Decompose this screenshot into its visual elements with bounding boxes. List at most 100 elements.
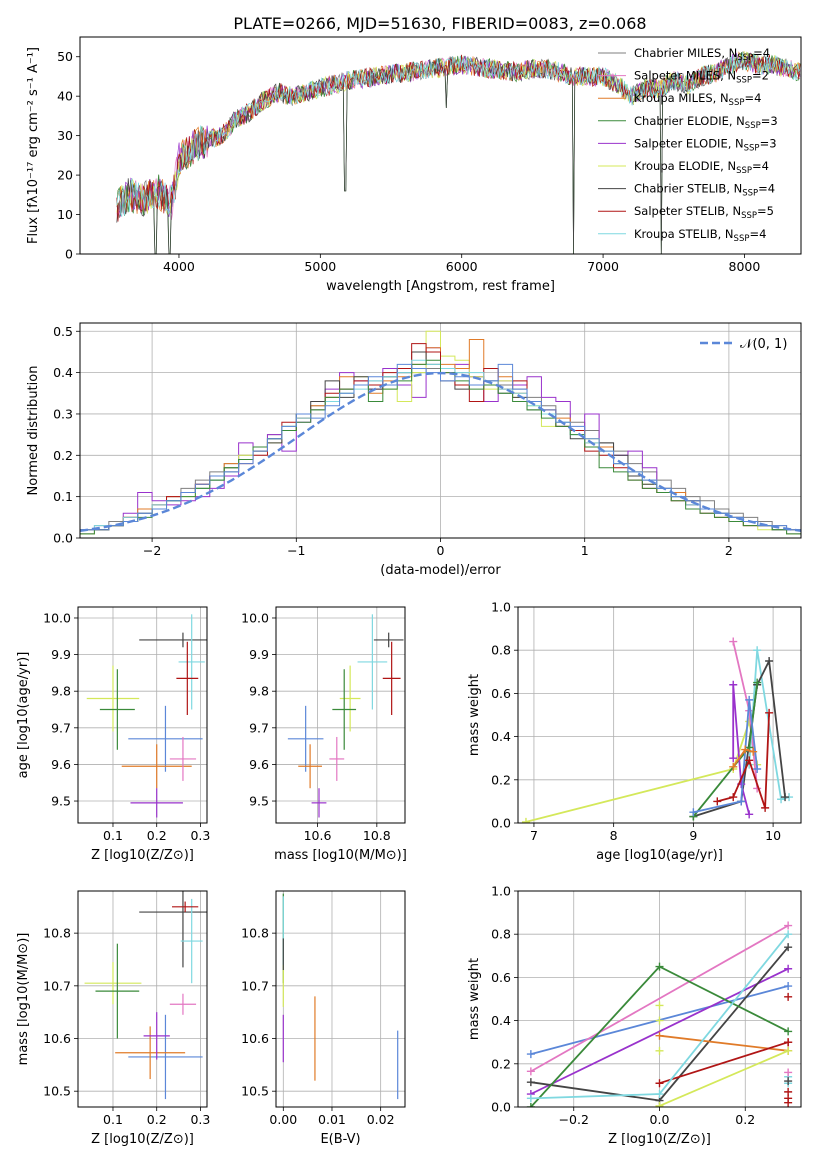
- axes-frame: [517, 606, 802, 824]
- weight-marker: [526, 1094, 535, 1103]
- legend-label-tail: =4: [758, 182, 775, 196]
- x-tick-label: 0.2: [147, 828, 167, 843]
- weight-marker: [781, 793, 790, 802]
- age-vs-mass-panel: 10.6 10.8 9.5 9.6 9.7 9.8 9.9 10.0 mass [log10(M…: [241, 606, 407, 863]
- weight-marker: [713, 797, 722, 806]
- y-tick-label: 0.0: [491, 816, 511, 831]
- y-tick-label: 0.3: [53, 406, 73, 421]
- axes-frame: [77, 606, 208, 824]
- legend-label: Chabrier STELIB, NSSP=4: [634, 182, 775, 199]
- weight-marker: [655, 1031, 664, 1040]
- x-tick-label: 7000: [587, 259, 619, 274]
- x-axis-label: mass [log10(M/M⊙)]: [274, 848, 407, 863]
- weight-marker: [729, 762, 738, 771]
- weight-marker: [765, 708, 774, 717]
- y-tick-label: 20: [57, 168, 73, 183]
- legend-label: Kroupa MILES, NSSP=4: [634, 91, 761, 108]
- weight-marker: [753, 765, 762, 773]
- y-tick-label: 1.0: [491, 600, 511, 615]
- y-tick-label: 10: [57, 207, 73, 222]
- plot-area: [287, 614, 404, 818]
- y-tick-label: 10.6: [43, 1031, 71, 1046]
- weight-marker: [749, 747, 758, 756]
- spectrum-line: [116, 52, 801, 217]
- y-axis-label: Flux [fλ10⁻¹⁷ erg cm⁻² s⁻¹ A⁻¹]: [26, 47, 41, 244]
- weight-marker: [526, 1078, 535, 1087]
- legend-label: 𝒩(0, 1): [740, 337, 787, 352]
- y-axis-label: mass weight: [467, 674, 482, 756]
- x-axis-label: Z [log10(Z/Z⊙)]: [91, 1132, 194, 1147]
- x-tick-label: 0.2: [735, 1112, 755, 1127]
- y-tick-label: 9.8: [249, 684, 269, 699]
- weight-line: [659, 1049, 789, 1107]
- weight-marker: [784, 1046, 793, 1055]
- y-axis-label: age [log10(age/yr)]: [16, 652, 31, 779]
- figure-title: PLATE=0266, MJD=51630, FIBERID=0083, z=0…: [233, 14, 646, 33]
- plot-area: [80, 330, 801, 538]
- y-tick-label: 0.8: [491, 643, 511, 658]
- axes-frame: [79, 36, 802, 255]
- weight-marker: [784, 1027, 793, 1036]
- age-vs-metallicity-panel: 0.1 0.2 0.3 9.5 9.6 9.7 9.8 9.9 10.0 Z [log10(Z/Z…: [16, 606, 210, 863]
- legend-label: Salpeter ELODIE, NSSP=3: [634, 136, 777, 153]
- x-tick-label: −0.2: [559, 1112, 589, 1127]
- x-tick-label: 0.02: [367, 1112, 395, 1127]
- y-tick-label: 9.6: [51, 757, 71, 772]
- x-tick-label: 4000: [163, 259, 195, 274]
- residuals-histogram-panel: −2 −1 0 1 2 0.0 0.1 0.2 0.3 0.4 0.5 (data-model)/er…: [26, 322, 802, 578]
- x-axis-label: age [log10(age/yr)]: [596, 848, 723, 863]
- spectrum-panel: 4000 5000 6000 7000 8000 0 10 20 30 40 50 wavelengt…: [26, 36, 802, 294]
- legend-label-sub: SSP: [745, 121, 761, 131]
- y-tick-label: 0.1: [53, 489, 73, 504]
- x-tick-label: 0.3: [190, 1112, 210, 1127]
- x-tick-label: 0.2: [147, 1112, 167, 1127]
- plot-area: [526, 921, 793, 1107]
- y-tick-label: 50: [57, 49, 73, 64]
- weight-line: [530, 924, 789, 1073]
- legend-label: Chabrier MILES, NSSP=4: [634, 46, 770, 63]
- y-tick-label: 0.8: [491, 927, 511, 942]
- x-axis-label: E(B-V): [320, 1132, 360, 1147]
- y-tick-label: 10.6: [241, 1031, 269, 1046]
- x-tick-label: −1: [287, 543, 305, 558]
- weight-marker: [784, 921, 793, 930]
- axes-frame: [275, 606, 406, 824]
- x-tick-label: 10: [765, 828, 781, 843]
- weight-marker: [655, 1101, 664, 1107]
- y-tick-label: 10.7: [241, 978, 269, 993]
- weight-marker: [753, 678, 762, 687]
- y-tick-label: 9.7: [249, 720, 269, 735]
- y-tick-label: 9.5: [249, 794, 269, 809]
- weight-marker: [765, 657, 774, 665]
- x-tick-label: 0.0: [650, 1112, 670, 1127]
- mass-weight-vs-age-panel: 7 8 9 10 0.0 0.2 0.4 0.6 0.8 1.0 age [log10(age/yr…: [467, 600, 802, 863]
- legend-label-sub: SSP: [744, 143, 760, 153]
- y-tick-label: 10.0: [43, 610, 71, 625]
- x-axis-label: Z [log10(Z/Z⊙)]: [91, 848, 194, 863]
- x-tick-label: 8: [610, 828, 618, 843]
- y-tick-label: 10.5: [241, 1084, 269, 1099]
- legend-label-tail: =5: [757, 204, 774, 218]
- x-tick-label: 5000: [304, 259, 336, 274]
- y-tick-label: 0: [65, 247, 73, 262]
- y-tick-label: 9.8: [51, 684, 71, 699]
- axes-frame: [275, 890, 406, 1108]
- legend-label-sub: SSP: [729, 98, 745, 108]
- x-tick-label: 0.3: [190, 828, 210, 843]
- y-axis-label: mass [log10(M/M⊙)]: [16, 933, 31, 1066]
- legend-label-sub: SSP: [742, 189, 758, 199]
- legend-label: Kroupa ELODIE, NSSP=4: [634, 159, 769, 176]
- legend-label-tail: =4: [753, 46, 770, 60]
- y-tick-label: 10.8: [43, 926, 71, 941]
- y-tick-label: 0.0: [53, 531, 73, 546]
- plot-area: [84, 891, 207, 1100]
- legend-label-tail: =3: [761, 114, 778, 128]
- weight-marker: [729, 680, 738, 689]
- legend-label-tail: =3: [760, 136, 777, 150]
- y-tick-label: 9.5: [51, 794, 71, 809]
- legend-label: Salpeter MILES, NSSP=2: [634, 69, 769, 86]
- y-tick-label: 0.4: [491, 729, 511, 744]
- legend-label-sub: SSP: [736, 76, 752, 86]
- x-tick-label: 6000: [446, 259, 478, 274]
- y-tick-label: 10.5: [43, 1084, 71, 1099]
